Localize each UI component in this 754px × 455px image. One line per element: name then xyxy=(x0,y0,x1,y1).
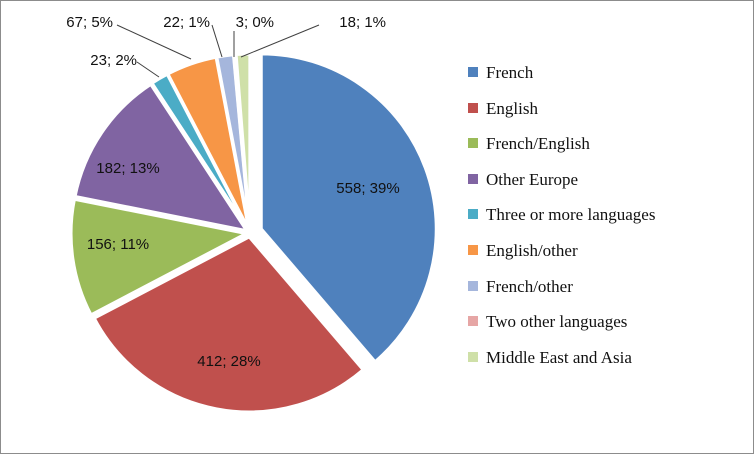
leader-line xyxy=(240,24,320,58)
legend-swatch xyxy=(468,67,478,78)
legend-swatch xyxy=(468,245,478,256)
legend-label: French/other xyxy=(486,276,573,296)
legend-label: Three or more languages xyxy=(486,205,656,225)
data-label: 412; 28% xyxy=(197,353,260,370)
data-label: 156; 11% xyxy=(87,236,149,253)
data-label: 67; 5% xyxy=(66,14,113,31)
data-label: 558; 39% xyxy=(336,180,399,197)
pie-slices xyxy=(69,52,438,414)
legend-item: English/other xyxy=(468,237,748,273)
legend-item: French xyxy=(468,59,748,95)
data-label: 18; 1% xyxy=(339,14,386,31)
data-label: 22; 1% xyxy=(163,14,210,31)
legend-label: English/other xyxy=(486,240,578,260)
pie-slice-french xyxy=(259,52,438,364)
legend-item: Three or more languages xyxy=(468,201,748,237)
legend-label: Middle East and Asia xyxy=(486,347,632,367)
data-label: 3; 0% xyxy=(236,14,274,31)
legend-swatch xyxy=(468,351,478,362)
legend-label: French xyxy=(486,63,534,82)
legend-item: Middle East and Asia xyxy=(468,344,748,380)
legend-swatch xyxy=(468,280,478,291)
legend-item: French/English xyxy=(468,130,748,166)
legend-item: Other Europe xyxy=(468,166,748,202)
legend-swatch xyxy=(468,316,478,327)
data-label: 182; 13% xyxy=(96,160,159,177)
legend-label: Two other languages xyxy=(486,312,628,332)
leader-line xyxy=(211,24,223,58)
legend-item: Two other languages xyxy=(468,308,748,344)
legend-label: French/English xyxy=(486,134,590,154)
pie-slice-middle-east-and-asia xyxy=(234,52,252,230)
leader-line xyxy=(116,24,192,60)
data-labels: 558; 39% 412; 28% 156; 11% 182; 13% 23; 2% 67… xyxy=(66,14,399,370)
pie-slice-english xyxy=(92,235,366,414)
legend: French English French/English Other Europe T… xyxy=(468,59,748,379)
legend-label: English xyxy=(486,98,538,118)
pie-slice-other-europe xyxy=(73,82,250,233)
legend-swatch xyxy=(468,209,478,220)
legend-swatch xyxy=(468,102,478,113)
leader-lines xyxy=(116,24,320,78)
legend-item: English xyxy=(468,95,748,131)
legend-item: French/other xyxy=(468,273,748,309)
legend-swatch xyxy=(468,173,478,184)
legend-label: Other Europe xyxy=(486,169,579,189)
leader-line xyxy=(136,61,160,78)
data-label: 23; 2% xyxy=(90,52,137,69)
legend-swatch xyxy=(468,138,478,149)
pie-slice-french-english xyxy=(69,197,251,317)
